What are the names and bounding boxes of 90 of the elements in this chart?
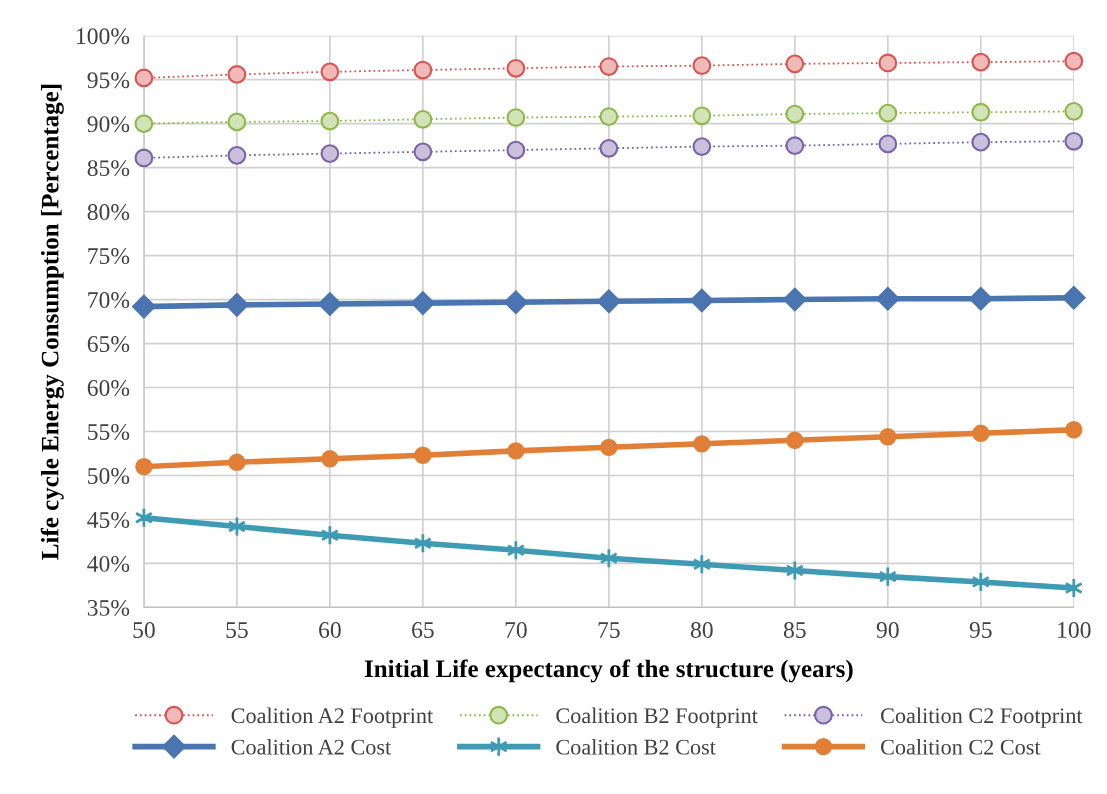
x-tick-label: 95 [969, 622, 992, 638]
point [507, 442, 525, 460]
point [134, 68, 154, 88]
point [971, 102, 991, 122]
point [875, 286, 900, 311]
point [228, 453, 246, 471]
legend-label: Coalition B2 Cost [556, 738, 716, 755]
legend-label: Coalition B2 Footprint [556, 707, 758, 728]
point [599, 138, 619, 158]
point [599, 57, 619, 76]
point [971, 132, 991, 152]
x-tick-label: 70 [505, 621, 527, 638]
y-tick-label: 70% [88, 292, 130, 309]
point [785, 54, 805, 74]
point [971, 52, 991, 72]
point [692, 106, 712, 126]
point [506, 58, 526, 78]
point [878, 134, 898, 154]
point [597, 289, 621, 314]
point [785, 136, 805, 156]
y-tick-label: 35% [87, 599, 130, 616]
y-tick-label: 75% [88, 248, 130, 265]
point [132, 294, 156, 319]
y-tick-label: 55% [88, 424, 130, 441]
point [689, 288, 714, 313]
point [971, 571, 991, 593]
point [1064, 51, 1084, 71]
x-tick-label: 60 [319, 621, 341, 638]
x-tick-label: 85 [783, 621, 806, 638]
legend-label: Coalition C2 Footprint [881, 707, 1083, 728]
point [968, 286, 993, 311]
point [599, 107, 619, 127]
point [321, 450, 339, 468]
point [785, 104, 805, 124]
point [693, 435, 711, 453]
point [413, 142, 433, 162]
point [600, 438, 618, 457]
point [134, 148, 154, 168]
x-tick-label: 55 [226, 622, 248, 638]
point [414, 446, 432, 464]
x-tick-label: 90 [876, 621, 899, 638]
point [879, 428, 897, 446]
point [413, 60, 433, 80]
point [413, 109, 433, 129]
y-axis-title: Life cycle Energy Consumption [Percentage] [40, 84, 64, 560]
point [1064, 101, 1084, 121]
point [320, 111, 340, 131]
x-tick-label: 100 [1058, 621, 1091, 638]
y-tick-label: 40% [87, 555, 130, 572]
point [411, 291, 435, 315]
point [135, 458, 153, 476]
y-tick-label: 100% [77, 28, 130, 45]
x-tick-label: 65 [412, 622, 434, 638]
x-tick-label: 80 [690, 621, 713, 638]
y-tick-label: 60% [87, 380, 130, 397]
point [227, 145, 247, 165]
point [134, 114, 154, 134]
point [506, 108, 526, 127]
point [786, 431, 804, 449]
point [227, 112, 247, 132]
point [506, 140, 526, 160]
point [692, 137, 712, 156]
point [782, 287, 807, 312]
y-tick-label: 85% [87, 160, 130, 177]
point [227, 65, 247, 84]
legend-label: Coalition C2 Cost [881, 738, 1041, 755]
point [972, 424, 990, 442]
y-tick-label: 80% [87, 204, 130, 221]
point [878, 103, 898, 123]
x-tick-label: 75 [598, 622, 620, 638]
x-axis-title: Initial Life expectancy of the structure (years) [364, 659, 853, 683]
point [1064, 131, 1084, 151]
point [318, 292, 342, 316]
y-tick-label: 45% [87, 511, 130, 528]
y-tick-label: 90% [87, 116, 130, 133]
y-tick-label: 50% [88, 467, 130, 484]
x-tick-label: 50 [133, 621, 155, 638]
point [320, 144, 340, 163]
point [692, 56, 712, 76]
point [320, 62, 340, 82]
legend-label: Coalition A2 Footprint [231, 707, 434, 728]
y-tick-label: 65% [87, 336, 130, 353]
point [878, 53, 898, 73]
point [1061, 285, 1086, 310]
point [225, 293, 249, 317]
point [1064, 577, 1083, 599]
y-tick-label: 95% [87, 72, 130, 89]
point [504, 290, 528, 315]
legend-label: Coalition A2 Cost [231, 738, 392, 755]
point [1065, 421, 1083, 439]
